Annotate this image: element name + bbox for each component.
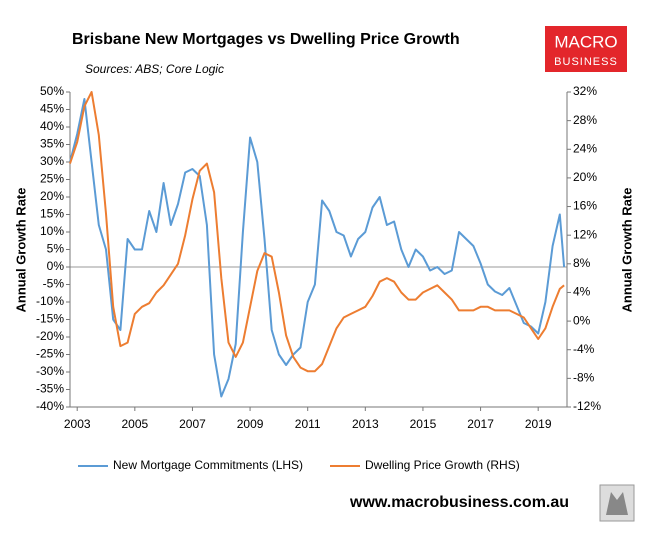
y2-tick-label: 4% (573, 285, 591, 299)
y2-tick-label: 28% (573, 113, 597, 127)
chart-title: Brisbane New Mortgages vs Dwelling Price… (72, 31, 460, 48)
y-tick-label: -30% (36, 364, 64, 378)
x-tick-label: 2007 (179, 417, 206, 431)
x-tick-label: 2019 (525, 417, 552, 431)
series-line (69, 98, 566, 398)
y-tick-label: 20% (40, 189, 64, 203)
y2-tick-label: 32% (573, 84, 597, 98)
y2-tick-label: -12% (573, 399, 601, 413)
x-tick-label: 2011 (295, 417, 321, 431)
x-tick-label: 2017 (467, 417, 494, 431)
y-tick-label: 5% (47, 242, 65, 256)
y2-axis-label: Annual Growth Rate (619, 188, 634, 313)
y-tick-label: 45% (40, 102, 64, 116)
legend-label: Dwelling Price Growth (RHS) (365, 458, 520, 472)
y-tick-label: 40% (40, 119, 64, 133)
legend-label: New Mortgage Commitments (LHS) (113, 458, 303, 472)
chart-subtitle: Sources: ABS; Core Logic (85, 62, 224, 76)
x-tick-label: 2013 (352, 417, 379, 431)
y-axis-label: Annual Growth Rate (13, 188, 28, 313)
y2-tick-label: -8% (573, 371, 595, 385)
series-line (69, 91, 565, 373)
y2-tick-label: 12% (573, 227, 597, 241)
y2-tick-label: 16% (573, 199, 597, 213)
y2-tick-label: 24% (573, 141, 597, 155)
y-tick-label: -35% (36, 382, 64, 396)
y-tick-label: -10% (36, 294, 64, 308)
logo-text: MACRO (554, 32, 617, 51)
y-tick-label: -40% (36, 399, 64, 413)
y-tick-label: 0% (47, 259, 65, 273)
y2-tick-label: 8% (573, 256, 591, 270)
y-tick-label: 50% (40, 84, 64, 98)
y2-tick-label: 0% (573, 313, 591, 327)
y-tick-label: 30% (40, 154, 64, 168)
x-tick-label: 2009 (237, 417, 264, 431)
x-tick-label: 2005 (121, 417, 148, 431)
y-tick-label: 25% (40, 172, 64, 186)
y-tick-label: 10% (40, 224, 64, 238)
y-tick-label: -20% (36, 329, 64, 343)
y-tick-label: -15% (36, 312, 64, 326)
y-tick-label: -5% (43, 277, 65, 291)
y-tick-label: 35% (40, 137, 64, 151)
y-tick-label: -25% (36, 347, 64, 361)
y2-tick-label: -4% (573, 342, 595, 356)
wolf-icon (606, 492, 628, 515)
x-tick-label: 2003 (64, 417, 91, 431)
x-tick-label: 2015 (410, 417, 437, 431)
y-tick-label: 15% (40, 207, 64, 221)
logo-box (545, 26, 627, 72)
website: www.macrobusiness.com.au (349, 494, 569, 511)
y2-tick-label: 20% (573, 170, 597, 184)
logo-text: BUSINESS (554, 56, 618, 68)
